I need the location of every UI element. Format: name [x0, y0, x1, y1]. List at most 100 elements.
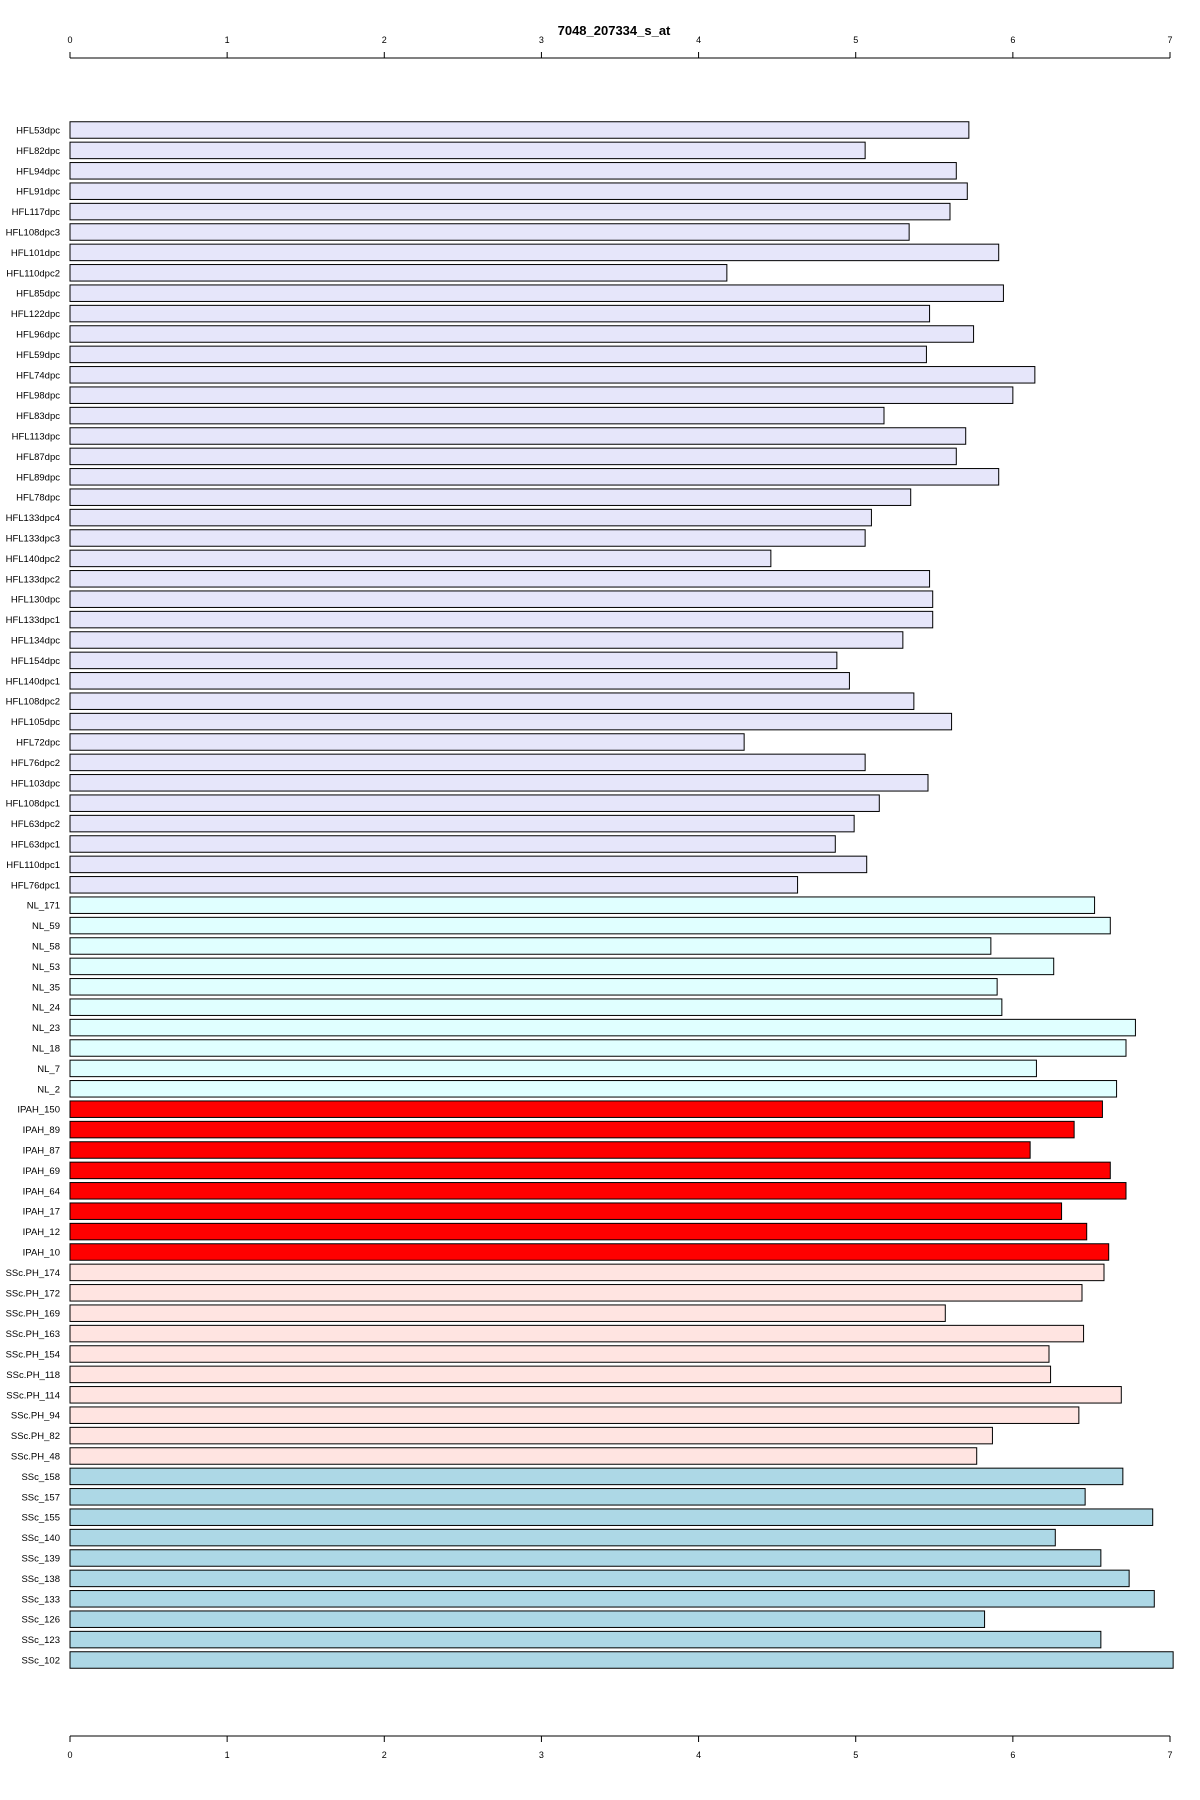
- category-label: IPAH_89: [23, 1125, 60, 1136]
- bar-NL_35: [69, 978, 998, 996]
- category-label: HFL98dpc: [16, 391, 60, 402]
- category-label: HFL133dpc3: [6, 534, 60, 545]
- category-label: HFL78dpc: [16, 493, 60, 504]
- category-label: HFL85dpc: [16, 289, 60, 300]
- category-label: IPAH_87: [23, 1146, 60, 1157]
- category-label: SSc.PH_94: [11, 1411, 60, 1422]
- category-label: NL_171: [27, 901, 60, 912]
- category-label: HFL91dpc: [16, 187, 60, 198]
- bar-IPAH_87: [69, 1141, 1031, 1159]
- bar-SSc_138: [69, 1569, 1130, 1588]
- bar-NL_2: [69, 1080, 1118, 1098]
- bar-NL_18: [69, 1039, 1127, 1057]
- category-label: SSc_138: [21, 1574, 60, 1585]
- category-label: NL_58: [32, 942, 60, 953]
- category-label: HFL117dpc: [12, 207, 61, 218]
- x-tick-label: 4: [696, 35, 701, 45]
- category-label: HFL110dpc2: [6, 268, 60, 279]
- x-tick-label: 0: [67, 1750, 72, 1760]
- bar-HFL72dpc: [69, 733, 745, 751]
- category-label: HFL113dpc: [12, 432, 61, 443]
- bar-SSc_139: [69, 1549, 1102, 1567]
- category-label: IPAH_69: [23, 1166, 60, 1177]
- category-label: NL_23: [32, 1023, 60, 1034]
- bar-SSc.PH_169: [69, 1304, 946, 1322]
- category-label: SSc.PH_163: [6, 1329, 60, 1340]
- bar-SSc.PH_82: [69, 1426, 993, 1445]
- bar-IPAH_150: [69, 1100, 1103, 1118]
- x-tick-label: 5: [853, 35, 858, 45]
- bar-HFL76dpc1: [69, 876, 799, 894]
- category-label: IPAH_10: [23, 1248, 60, 1259]
- category-label: HFL154dpc: [11, 656, 60, 667]
- category-label: HFL108dpc2: [6, 697, 60, 708]
- category-label: HFL72dpc: [16, 738, 60, 749]
- category-label: SSc_158: [21, 1472, 60, 1483]
- category-label: HFL94dpc: [16, 166, 60, 177]
- bar-SSc_102: [69, 1651, 1174, 1669]
- category-label: HFL108dpc1: [6, 799, 60, 810]
- chart-title: 7048_207334_s_at: [558, 23, 671, 38]
- bar-HFL63dpc1: [69, 835, 836, 853]
- bar-HFL63dpc2: [69, 814, 855, 833]
- category-label: SSc_139: [21, 1554, 60, 1565]
- category-label: HFL74dpc: [16, 370, 60, 381]
- category-label: SSc.PH_118: [6, 1370, 60, 1381]
- x-tick-label: 7: [1167, 1750, 1172, 1760]
- category-label: NL_35: [32, 982, 60, 993]
- x-tick-label: 0: [67, 35, 72, 45]
- bar-HFL96dpc: [69, 325, 975, 343]
- category-label: HFL133dpc2: [6, 574, 60, 585]
- category-label: SSc_155: [21, 1513, 60, 1524]
- bar-HFL108dpc1: [69, 794, 880, 812]
- bar-HFL103dpc: [69, 774, 929, 792]
- category-label: SSc.PH_154: [6, 1350, 60, 1361]
- category-labels: HFL53dpc HFL82dpc HFL94dpc HFL91dpc HFL117dp…: [6, 126, 61, 1667]
- category-label: HFL105dpc: [11, 717, 60, 728]
- top-x-axis: 0 1 2 3 4 5 6 7: [67, 35, 1173, 59]
- category-label: IPAH_64: [23, 1186, 60, 1197]
- bar-NL_23: [69, 1018, 1136, 1037]
- bar-IPAH_12: [69, 1222, 1088, 1241]
- bar-HFL94dpc: [69, 162, 957, 180]
- bar-HFL87dpc: [69, 447, 957, 466]
- bar-HFL110dpc1: [69, 855, 868, 874]
- bar-SSc.PH_163: [69, 1324, 1085, 1343]
- category-label: HFL103dpc: [11, 778, 60, 789]
- category-label: SSc_157: [21, 1492, 60, 1503]
- bar-SSc.PH_48: [69, 1447, 978, 1465]
- bar-HFL154dpc: [69, 651, 838, 670]
- category-label: NL_7: [37, 1064, 60, 1075]
- bar-SSc_123: [69, 1630, 1102, 1649]
- bar-SSc_157: [69, 1488, 1086, 1506]
- category-label: HFL140dpc2: [6, 554, 60, 565]
- category-label: HFL133dpc4: [6, 513, 60, 524]
- bar-NL_59: [69, 916, 1111, 935]
- bar-HFL98dpc: [69, 386, 1014, 404]
- bar-series: [69, 121, 1174, 1669]
- x-tick-label: 5: [853, 1750, 858, 1760]
- bar-HFL82dpc: [69, 141, 866, 160]
- x-tick-label: 1: [225, 35, 230, 45]
- bar-HFL59dpc: [69, 345, 927, 364]
- x-tick-label: 4: [696, 1750, 701, 1760]
- category-label: NL_18: [32, 1044, 60, 1055]
- bar-IPAH_10: [69, 1243, 1110, 1261]
- bar-HFL101dpc: [69, 243, 1000, 262]
- bar-SSc.PH_154: [69, 1345, 1050, 1363]
- category-label: HFL83dpc: [16, 411, 60, 422]
- category-label: HFL130dpc: [11, 595, 60, 606]
- category-label: SSc.PH_172: [6, 1288, 60, 1299]
- category-label: HFL122dpc: [11, 309, 60, 320]
- category-label: NL_2: [37, 1084, 60, 1095]
- bar-HFL133dpc4: [69, 508, 872, 527]
- category-label: HFL134dpc: [11, 636, 60, 647]
- bar-SSc.PH_114: [69, 1386, 1122, 1404]
- bar-HFL130dpc: [69, 590, 934, 608]
- bar-NL_58: [69, 937, 992, 955]
- bar-NL_24: [69, 998, 1003, 1016]
- bar-SSc_155: [69, 1508, 1154, 1526]
- bar-NL_53: [69, 957, 1055, 976]
- x-tick-label: 6: [1010, 1750, 1015, 1760]
